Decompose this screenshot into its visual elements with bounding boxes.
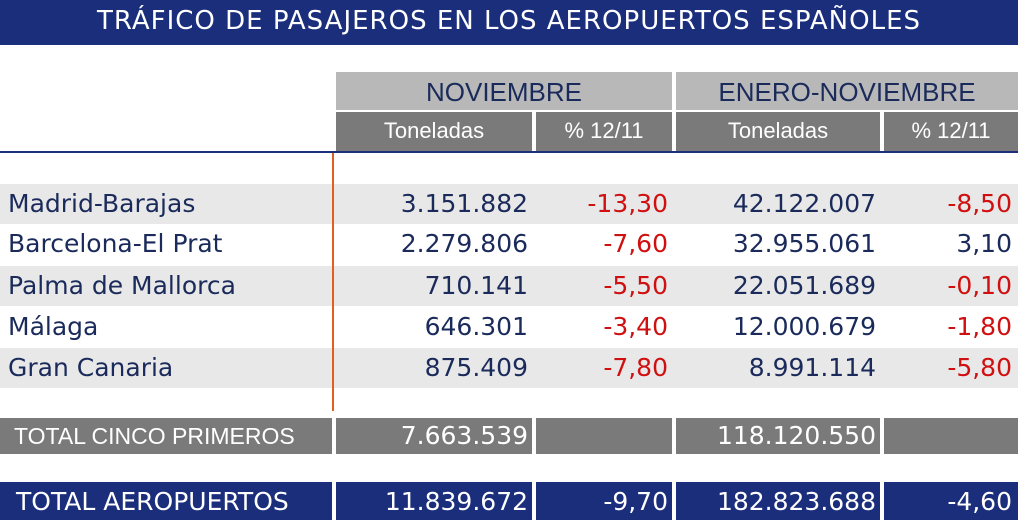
table-row: Barcelona-El Prat 2.279.806 -7,60 32.955… bbox=[0, 224, 1018, 264]
nov-toneladas: 2.279.806 bbox=[400, 229, 528, 258]
total5-label: TOTAL CINCO PRIMEROS bbox=[14, 423, 295, 449]
en-pct: -5,80 bbox=[947, 353, 1012, 382]
header-noviembre: NOVIEMBRE bbox=[336, 72, 672, 110]
total5-en-pct-cell bbox=[884, 418, 1018, 454]
page-title: TRÁFICO DE PASAJEROS EN LOS AEROPUERTOS … bbox=[96, 6, 922, 36]
subheader-nov-pct: % 12/11 bbox=[536, 112, 672, 152]
total5-en-toneladas: 118.120.550 bbox=[716, 421, 876, 450]
row-name: Barcelona-El Prat bbox=[8, 229, 223, 258]
row-name: Málaga bbox=[8, 312, 99, 341]
total5-en-cell: 118.120.550 bbox=[676, 418, 880, 454]
en-toneladas: 32.955.061 bbox=[732, 229, 876, 258]
en-pct: -8,50 bbox=[947, 189, 1012, 218]
nov-toneladas: 3.151.882 bbox=[400, 189, 528, 218]
row-name: Gran Canaria bbox=[8, 353, 174, 382]
title-banner: TRÁFICO DE PASAJEROS EN LOS AEROPUERTOS … bbox=[0, 0, 1018, 45]
total-nov-pct: -9,70 bbox=[603, 487, 668, 516]
en-pct: -1,80 bbox=[947, 312, 1012, 341]
nov-toneladas: 875.409 bbox=[424, 353, 528, 382]
total5-label-cell: TOTAL CINCO PRIMEROS bbox=[0, 418, 332, 454]
total5-nov-pct-cell bbox=[536, 418, 672, 454]
en-toneladas: 12.000.679 bbox=[732, 312, 876, 341]
header-enero-noviembre: ENERO-NOVIEMBRE bbox=[676, 72, 1018, 110]
total-nov-cell: 11.839.672 bbox=[336, 482, 532, 520]
total-label: TOTAL AEROPUERTOS bbox=[16, 487, 289, 516]
en-pct: 3,10 bbox=[956, 229, 1012, 258]
en-toneladas: 22.051.689 bbox=[732, 271, 876, 300]
en-toneladas: 8.991.114 bbox=[748, 353, 876, 382]
nov-pct: -7,60 bbox=[603, 229, 668, 258]
total-en-cell: 182.823.688 bbox=[676, 482, 880, 520]
nov-pct: -5,50 bbox=[603, 271, 668, 300]
nov-pct: -13,30 bbox=[587, 189, 668, 218]
subheader-nov-toneladas: Toneladas bbox=[336, 112, 532, 152]
total-nov-pct-cell: -9,70 bbox=[536, 482, 672, 520]
subheader-en-pct: % 12/11 bbox=[884, 112, 1018, 152]
total-nov-toneladas: 11.839.672 bbox=[384, 487, 528, 516]
table-row: Gran Canaria 875.409 -7,80 8.991.114 -5,… bbox=[0, 348, 1018, 388]
nov-toneladas: 646.301 bbox=[424, 312, 528, 341]
total-en-pct: -4,60 bbox=[947, 487, 1012, 516]
table-row: Málaga 646.301 -3,40 12.000.679 -1,80 bbox=[0, 307, 1018, 347]
total-label-cell: TOTAL AEROPUERTOS bbox=[0, 482, 332, 520]
column-divider bbox=[332, 153, 334, 411]
en-pct: -0,10 bbox=[947, 271, 1012, 300]
total5-nov-toneladas: 7.663.539 bbox=[400, 421, 528, 450]
en-toneladas: 42.122.007 bbox=[732, 189, 876, 218]
total-en-toneladas: 182.823.688 bbox=[716, 487, 876, 516]
subheader-en-toneladas: Toneladas bbox=[676, 112, 880, 152]
row-name: Palma de Mallorca bbox=[8, 271, 236, 300]
row-name: Madrid-Barajas bbox=[8, 189, 196, 218]
total5-nov-cell: 7.663.539 bbox=[336, 418, 532, 454]
table-row: Palma de Mallorca 710.141 -5,50 22.051.6… bbox=[0, 266, 1018, 306]
table-row: Madrid-Barajas 3.151.882 -13,30 42.122.0… bbox=[0, 184, 1018, 224]
nov-toneladas: 710.141 bbox=[424, 271, 528, 300]
nov-pct: -3,40 bbox=[603, 312, 668, 341]
total-en-pct-cell: -4,60 bbox=[884, 482, 1018, 520]
header-divider bbox=[0, 151, 1018, 153]
nov-pct: -7,80 bbox=[603, 353, 668, 382]
